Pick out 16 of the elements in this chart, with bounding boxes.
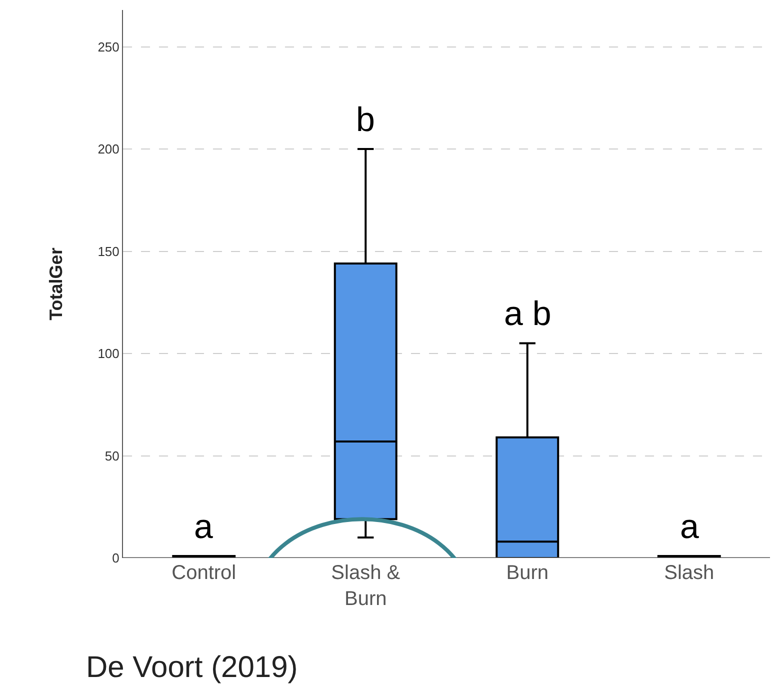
annotation: a	[680, 508, 699, 546]
y-tick-label: 150	[98, 244, 120, 259]
x-tick-label: Burn	[506, 562, 549, 584]
text: De Voort (2019)	[86, 651, 298, 684]
y-tick-label: 250	[98, 39, 120, 54]
annotation: a b	[504, 295, 552, 333]
y-tick-label: 200	[98, 142, 120, 157]
x-tick-label: Control	[172, 562, 236, 584]
y-tick-label: 0	[112, 550, 120, 566]
x-tick-label: Slash & Burn	[331, 562, 401, 610]
y-tick-label: 100	[98, 346, 120, 362]
annotation: a	[194, 508, 213, 546]
y-tick-label: 50	[104, 448, 120, 464]
x-tick-label: Slash	[664, 562, 714, 584]
y-axis-title: TotalGer	[46, 248, 66, 320]
annotation: b	[356, 101, 375, 139]
